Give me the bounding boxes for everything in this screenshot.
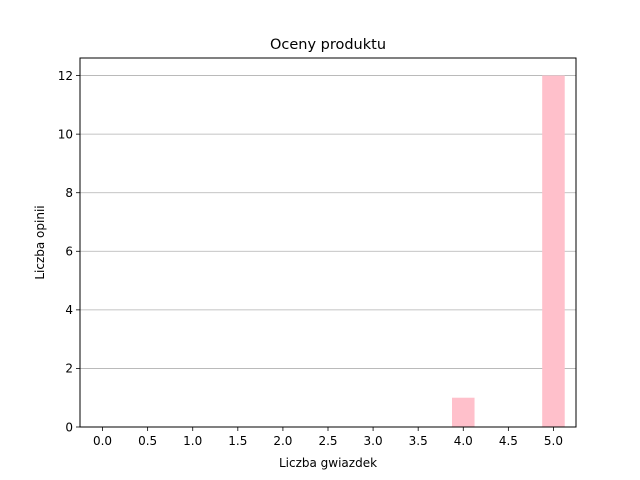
y-tick-label: 8 bbox=[65, 186, 73, 200]
x-tick-label: 0.0 bbox=[93, 434, 112, 448]
x-axis-ticks: 0.0 0.5 1.0 1.5 2.0 2.5 3.0 3.5 4.0 4.5 5.0 bbox=[93, 427, 563, 448]
y-tick-label: 0 bbox=[65, 420, 73, 434]
x-tick-label: 3.5 bbox=[409, 434, 428, 448]
x-tick-label: 2.0 bbox=[273, 434, 292, 448]
chart-title: Oceny produktu bbox=[270, 37, 386, 53]
bars bbox=[452, 75, 565, 428]
x-tick-label: 1.5 bbox=[228, 434, 247, 448]
x-tick-label: 3.0 bbox=[364, 434, 383, 448]
y-axis-ticks: 0 2 4 6 8 10 12 bbox=[58, 69, 80, 434]
bar bbox=[452, 397, 475, 427]
x-tick-label: 5.0 bbox=[544, 434, 563, 448]
y-tick-label: 6 bbox=[65, 245, 73, 259]
x-tick-label: 4.0 bbox=[454, 434, 473, 448]
x-tick-label: 1.0 bbox=[183, 434, 202, 448]
bar bbox=[542, 75, 565, 428]
x-axis-label: Liczba gwiazdek bbox=[279, 456, 377, 470]
x-tick-label: 0.5 bbox=[138, 434, 157, 448]
y-axis-label: Liczba opinii bbox=[33, 205, 47, 279]
y-tick-label: 4 bbox=[65, 303, 73, 317]
y-tick-label: 10 bbox=[58, 127, 73, 141]
y-tick-label: 12 bbox=[58, 69, 73, 83]
y-tick-label: 2 bbox=[65, 362, 73, 376]
x-tick-label: 4.5 bbox=[499, 434, 518, 448]
x-tick-label: 2.5 bbox=[318, 434, 337, 448]
